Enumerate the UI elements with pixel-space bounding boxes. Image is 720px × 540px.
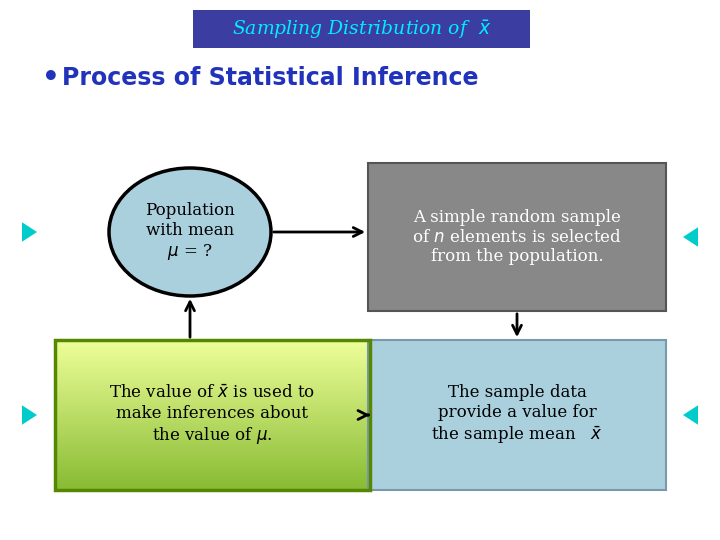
Text: A simple random sample
of $n$ elements is selected
from the population.: A simple random sample of $n$ elements i…: [412, 209, 622, 265]
Text: Sampling Distribution of  $\bar{x}$: Sampling Distribution of $\bar{x}$: [233, 18, 492, 42]
FancyBboxPatch shape: [193, 10, 530, 48]
Ellipse shape: [109, 168, 271, 296]
Text: The value of $\bar{x}$ is used to
make inferences about
the value of $\mu$.: The value of $\bar{x}$ is used to make i…: [109, 384, 315, 445]
Polygon shape: [22, 405, 37, 425]
Polygon shape: [683, 405, 698, 425]
Text: •: •: [42, 64, 60, 92]
FancyBboxPatch shape: [368, 340, 666, 490]
Text: Population
with mean
$\mu$ = ?: Population with mean $\mu$ = ?: [145, 202, 235, 262]
Polygon shape: [683, 227, 698, 247]
FancyBboxPatch shape: [368, 163, 666, 311]
Text: The sample data
provide a value for
the sample mean   $\bar{x}$: The sample data provide a value for the …: [431, 384, 603, 445]
Polygon shape: [22, 222, 37, 242]
Text: Process of Statistical Inference: Process of Statistical Inference: [62, 66, 479, 90]
